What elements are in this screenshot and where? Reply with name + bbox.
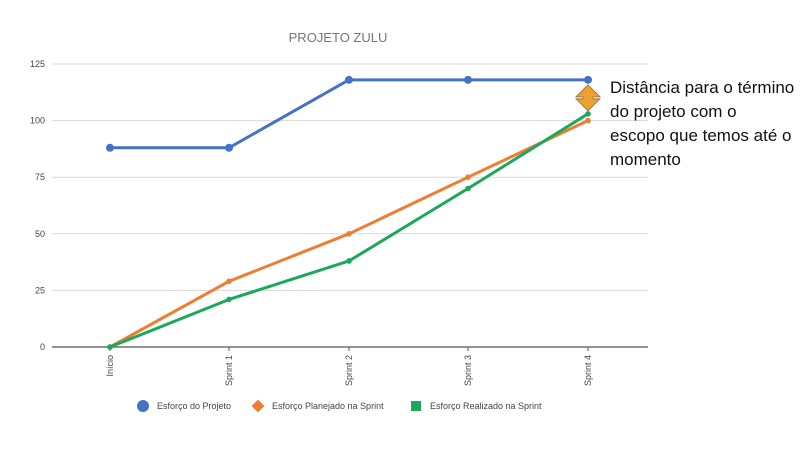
y-tick-label: 25 xyxy=(35,285,45,295)
series-line xyxy=(110,78,588,150)
data-point xyxy=(465,174,471,180)
y-tick-label: 100 xyxy=(30,116,45,126)
data-point xyxy=(346,231,352,237)
data-point xyxy=(345,75,353,84)
gap-arrow-icon xyxy=(575,84,601,112)
data-point xyxy=(585,117,591,124)
legend: Esforço do Projeto Esforço Planejado na S… xyxy=(137,399,542,413)
data-point xyxy=(584,75,592,84)
y-axis-ticks: 0 25 50 75 100 125 xyxy=(30,59,45,352)
series-3 xyxy=(107,111,591,350)
legend-label: Esforço Realizado na Sprint xyxy=(430,401,542,411)
x-tick-label: Início xyxy=(105,355,115,377)
series-group xyxy=(106,75,592,350)
grid-lines xyxy=(52,63,648,348)
legend-label: Esforço do Projeto xyxy=(157,401,231,411)
x-tick-label: Sprint 1 xyxy=(224,355,234,386)
y-tick-label: 50 xyxy=(35,229,45,239)
legend-swatch xyxy=(411,401,421,411)
data-point xyxy=(226,278,232,285)
y-tick-label: 75 xyxy=(35,172,45,182)
y-tick-label: 0 xyxy=(40,342,45,352)
x-tick-label: Sprint 2 xyxy=(344,355,354,386)
data-point xyxy=(107,344,113,350)
x-tick-label: Sprint 4 xyxy=(583,355,593,386)
double-arrow-shape xyxy=(575,84,601,112)
legend-swatch xyxy=(251,399,265,413)
data-point xyxy=(106,143,114,152)
chart-title: PROJETO ZULU xyxy=(289,30,388,45)
x-tick-label: Sprint 3 xyxy=(463,355,473,386)
data-point xyxy=(225,143,233,152)
data-point xyxy=(465,185,471,192)
data-point xyxy=(585,111,591,117)
data-point xyxy=(226,296,232,303)
y-tick-label: 125 xyxy=(30,59,45,69)
annotation-text: Distância para o término do projeto com … xyxy=(610,78,795,169)
legend-label: Esforço Planejado na Sprint xyxy=(272,401,384,411)
data-point xyxy=(464,75,472,84)
data-point xyxy=(346,258,352,264)
x-axis-ticks: Início Sprint 1 Sprint 2 Sprint 3 Sprint 4 xyxy=(105,347,593,386)
series-1 xyxy=(106,75,592,152)
legend-swatch xyxy=(137,400,149,412)
